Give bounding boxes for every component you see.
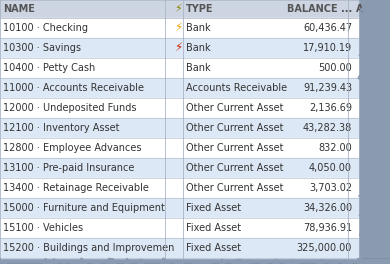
Bar xyxy=(0,98,358,118)
Text: Other Current Asset: Other Current Asset xyxy=(186,163,284,173)
Text: Bank: Bank xyxy=(186,23,211,33)
Text: Fixed Asset: Fixed Asset xyxy=(186,243,241,253)
Text: 10400 · Petty Cash: 10400 · Petty Cash xyxy=(3,63,95,73)
Text: ⚡: ⚡ xyxy=(174,4,182,14)
Text: 2,136.69: 2,136.69 xyxy=(309,103,352,113)
Text: 3,703.02: 3,703.02 xyxy=(309,183,352,193)
Bar xyxy=(0,198,358,218)
Text: 10100 · Checking: 10100 · Checking xyxy=(3,23,88,33)
Text: 832.00: 832.00 xyxy=(318,143,352,153)
Bar xyxy=(0,78,358,98)
Bar xyxy=(0,58,358,78)
Text: 4,050.00: 4,050.00 xyxy=(309,163,352,173)
Text: 500.00: 500.00 xyxy=(318,63,352,73)
Polygon shape xyxy=(358,0,390,258)
Text: 10300 · Savings: 10300 · Savings xyxy=(3,43,81,53)
Bar xyxy=(0,18,358,38)
Text: 325,000.00: 325,000.00 xyxy=(297,243,352,253)
Text: Bank: Bank xyxy=(186,63,211,73)
Text: ⚡: ⚡ xyxy=(174,41,182,54)
Text: ⚡: ⚡ xyxy=(174,21,182,35)
Bar xyxy=(0,138,358,158)
Bar xyxy=(0,238,358,258)
Text: 13400 · Retainage Receivable: 13400 · Retainage Receivable xyxy=(3,183,149,193)
Polygon shape xyxy=(0,258,358,264)
Text: Other Current Asset: Other Current Asset xyxy=(186,103,284,113)
Polygon shape xyxy=(0,258,358,264)
Polygon shape xyxy=(361,0,390,258)
Text: BALANCE ...: BALANCE ... xyxy=(287,4,352,14)
Bar xyxy=(0,178,358,198)
Text: 12000 · Undeposited Funds: 12000 · Undeposited Funds xyxy=(3,103,136,113)
Text: 60,436.47: 60,436.47 xyxy=(303,23,352,33)
Text: 17,910.19: 17,910.19 xyxy=(303,43,352,53)
Text: 13100 · Pre-paid Insurance: 13100 · Pre-paid Insurance xyxy=(3,163,135,173)
Text: Other Current Asset: Other Current Asset xyxy=(186,183,284,193)
Text: 15100 · Vehicles: 15100 · Vehicles xyxy=(3,223,83,233)
Bar xyxy=(0,0,358,18)
Text: Fixed Asset: Fixed Asset xyxy=(186,223,241,233)
Text: Bank: Bank xyxy=(186,43,211,53)
Bar xyxy=(0,158,358,178)
Text: 15200 · Buildings and Improvemen: 15200 · Buildings and Improvemen xyxy=(3,243,174,253)
Text: Other Current Asset: Other Current Asset xyxy=(186,123,284,133)
Text: Accounts Receivable: Accounts Receivable xyxy=(186,83,287,93)
Text: Other Current Asset: Other Current Asset xyxy=(186,143,284,153)
Text: 15000 · Furniture and Equipment: 15000 · Furniture and Equipment xyxy=(3,203,165,213)
Text: 11000 · Accounts Receivable: 11000 · Accounts Receivable xyxy=(3,83,144,93)
Text: 12100 · Inventory Asset: 12100 · Inventory Asset xyxy=(3,123,119,133)
Text: 34,326.00: 34,326.00 xyxy=(303,203,352,213)
Text: 43,282.38: 43,282.38 xyxy=(303,123,352,133)
Text: 78,936.91: 78,936.91 xyxy=(303,223,352,233)
Text: 12800 · Employee Advances: 12800 · Employee Advances xyxy=(3,143,142,153)
Text: TYPE: TYPE xyxy=(186,4,213,14)
Bar xyxy=(0,38,358,58)
Text: A: A xyxy=(356,4,363,14)
Bar xyxy=(0,218,358,238)
Text: NAME: NAME xyxy=(3,4,35,14)
Text: 91,239.43: 91,239.43 xyxy=(303,83,352,93)
Text: Fixed Asset: Fixed Asset xyxy=(186,203,241,213)
Bar xyxy=(0,118,358,138)
